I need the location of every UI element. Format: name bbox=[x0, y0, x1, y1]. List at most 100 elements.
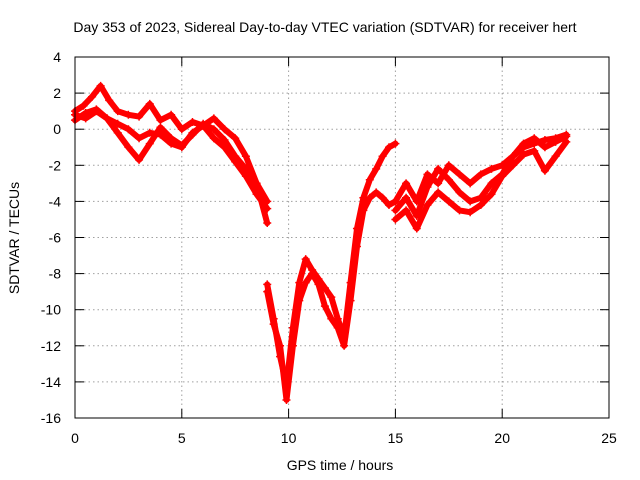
data-point-marker bbox=[519, 150, 528, 159]
chart-title: Day 353 of 2023, Sidereal Day-to-day VTE… bbox=[73, 19, 576, 35]
data-point-marker bbox=[378, 193, 387, 202]
y-tick-label: -8 bbox=[49, 266, 62, 282]
data-point-marker bbox=[402, 206, 411, 215]
data-point-marker bbox=[466, 179, 475, 188]
data-point-marker bbox=[444, 197, 453, 206]
data-point-marker bbox=[288, 341, 297, 350]
x-tick-label: 20 bbox=[494, 430, 510, 446]
data-point-marker bbox=[145, 139, 154, 148]
x-tick-label: 10 bbox=[281, 430, 297, 446]
data-point-marker bbox=[156, 116, 165, 125]
data-point-marker bbox=[220, 136, 229, 145]
data-point-marker bbox=[105, 96, 114, 105]
x-tick-label: 25 bbox=[601, 430, 617, 446]
data-point-marker bbox=[391, 197, 400, 206]
data-point-marker bbox=[562, 137, 571, 146]
data-point-marker bbox=[241, 152, 250, 161]
data-point-marker bbox=[455, 206, 464, 215]
data-point-marker bbox=[308, 269, 317, 278]
y-tick-label: -2 bbox=[49, 157, 62, 173]
data-point-marker bbox=[551, 152, 560, 161]
data-point-marker bbox=[252, 190, 261, 199]
data-point-marker bbox=[231, 152, 240, 161]
data-point-marker bbox=[220, 125, 229, 134]
data-point-marker bbox=[391, 206, 400, 215]
y-tick-label: -16 bbox=[41, 410, 61, 426]
data-point-marker bbox=[209, 125, 218, 134]
data-point-marker bbox=[113, 119, 122, 128]
data-point-marker bbox=[402, 179, 411, 188]
y-tick-label: 4 bbox=[53, 49, 61, 65]
y-axis-label: SDTVAR / TECUs bbox=[6, 182, 22, 294]
data-point-marker bbox=[540, 143, 549, 152]
data-point-marker bbox=[177, 141, 186, 150]
data-point-marker bbox=[391, 215, 400, 224]
data-point-marker bbox=[209, 114, 218, 123]
y-tick-label: -12 bbox=[41, 338, 61, 354]
series-group bbox=[71, 81, 571, 404]
data-point-marker bbox=[113, 128, 122, 137]
data-point-marker bbox=[444, 175, 453, 184]
data-point-marker bbox=[167, 134, 176, 143]
y-tick-label: -14 bbox=[41, 374, 61, 390]
data-point-marker bbox=[340, 341, 349, 350]
data-point-marker bbox=[402, 193, 411, 202]
series-track-7 bbox=[391, 132, 571, 220]
data-point-marker bbox=[365, 193, 374, 202]
data-point-marker bbox=[444, 161, 453, 170]
data-point-marker bbox=[314, 280, 323, 289]
data-point-marker bbox=[113, 107, 122, 116]
data-point-marker bbox=[209, 134, 218, 143]
data-point-marker bbox=[540, 166, 549, 175]
data-point-marker bbox=[103, 114, 112, 123]
data-point-marker bbox=[476, 170, 485, 179]
data-point-marker bbox=[372, 164, 381, 173]
data-point-marker bbox=[135, 112, 144, 121]
data-point-marker bbox=[282, 395, 291, 404]
y-tick-label: -4 bbox=[49, 193, 62, 209]
data-point-marker bbox=[434, 179, 443, 188]
y-tick-label: -6 bbox=[49, 230, 62, 246]
y-tick-label: 0 bbox=[53, 121, 61, 137]
data-point-marker bbox=[145, 128, 154, 137]
data-point-marker bbox=[156, 123, 165, 132]
data-point-marker bbox=[124, 110, 133, 119]
data-point-marker bbox=[384, 201, 393, 210]
data-point-marker bbox=[88, 92, 97, 101]
data-point-marker bbox=[466, 197, 475, 206]
series-trace bbox=[264, 140, 399, 389]
data-point-marker bbox=[530, 134, 539, 143]
data-point-marker bbox=[540, 136, 549, 145]
data-point-marker bbox=[423, 201, 432, 210]
data-point-marker bbox=[384, 143, 393, 152]
data-point-marker bbox=[263, 197, 272, 206]
data-point-marker bbox=[263, 204, 272, 213]
series-trace bbox=[72, 82, 271, 227]
data-point-marker bbox=[327, 314, 336, 323]
data-point-marker bbox=[476, 193, 485, 202]
data-point-marker bbox=[199, 119, 208, 128]
data-point-marker bbox=[135, 155, 144, 164]
data-point-marker bbox=[423, 170, 432, 179]
data-point-marker bbox=[455, 188, 464, 197]
y-tick-label: -10 bbox=[41, 302, 61, 318]
series-track-1 bbox=[71, 81, 272, 228]
data-point-marker bbox=[135, 134, 144, 143]
data-point-marker bbox=[301, 278, 310, 287]
data-point-marker bbox=[434, 164, 443, 173]
data-point-marker bbox=[476, 201, 485, 210]
data-point-marker bbox=[124, 143, 133, 152]
data-point-marker bbox=[372, 188, 381, 197]
data-point-marker bbox=[241, 164, 250, 173]
data-point-marker bbox=[508, 161, 517, 170]
data-point-marker bbox=[352, 242, 361, 251]
data-point-marker bbox=[346, 296, 355, 305]
x-axis-label: GPS time / hours bbox=[287, 457, 394, 473]
data-point-marker bbox=[124, 125, 133, 134]
data-point-marker bbox=[487, 179, 496, 188]
data-point-marker bbox=[167, 110, 176, 119]
data-point-marker bbox=[365, 175, 374, 184]
data-point-marker bbox=[378, 152, 387, 161]
data-point-marker bbox=[269, 320, 278, 329]
